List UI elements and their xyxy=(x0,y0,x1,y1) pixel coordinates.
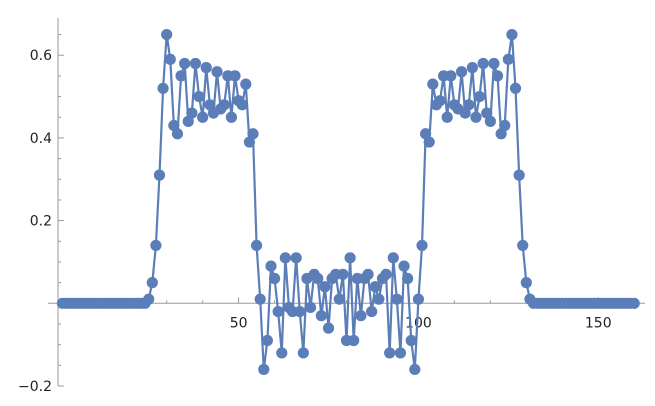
data-point xyxy=(337,268,349,280)
data-point xyxy=(153,169,166,181)
data-point xyxy=(628,297,640,309)
data-point xyxy=(200,62,212,74)
data-point xyxy=(412,293,425,305)
data-point xyxy=(304,301,317,314)
data-point xyxy=(423,136,435,148)
data-point xyxy=(290,252,302,264)
data-point xyxy=(409,363,421,376)
data-point xyxy=(488,57,500,70)
data-point xyxy=(322,322,335,334)
data-point xyxy=(315,310,327,322)
data-point xyxy=(265,260,277,272)
data-point xyxy=(434,95,446,107)
data-point xyxy=(427,78,439,90)
data-point xyxy=(398,260,410,272)
data-point xyxy=(254,293,266,305)
data-point xyxy=(268,272,281,285)
data-point xyxy=(373,293,385,305)
data-point xyxy=(402,272,414,285)
x-tick-label: 100 xyxy=(405,315,432,331)
data-point xyxy=(179,57,191,70)
data-point xyxy=(276,347,288,359)
data-point xyxy=(279,252,291,264)
data-point xyxy=(506,28,518,41)
data-point xyxy=(157,82,169,94)
data-point xyxy=(189,57,202,70)
data-point xyxy=(484,115,496,127)
data-point xyxy=(319,281,331,293)
data-point xyxy=(247,128,259,140)
data-point xyxy=(405,334,417,347)
y-tick-label: 0.2 xyxy=(30,214,52,230)
data-point xyxy=(229,70,241,82)
data-point xyxy=(197,111,209,123)
data-point xyxy=(294,305,306,318)
data-point xyxy=(164,53,176,65)
data-point xyxy=(143,293,155,305)
data-point xyxy=(186,107,198,119)
data-point xyxy=(491,70,504,82)
data-point xyxy=(193,90,205,103)
data-point xyxy=(509,82,522,94)
data-point xyxy=(466,62,478,74)
y-tick-label: 0.4 xyxy=(30,131,52,147)
data-point xyxy=(258,363,270,376)
y-tick-label: −0.2 xyxy=(18,379,52,395)
series-line xyxy=(62,33,635,371)
data-point xyxy=(391,293,403,305)
data-point xyxy=(348,334,360,347)
data-point xyxy=(520,277,532,289)
x-tick-label: 150 xyxy=(585,315,612,331)
data-point xyxy=(394,347,407,359)
data-point xyxy=(384,347,396,359)
data-point xyxy=(445,70,457,82)
data-point xyxy=(369,281,381,293)
data-point xyxy=(236,99,248,111)
data-point xyxy=(355,310,367,322)
x-tick-label: 50 xyxy=(230,315,248,331)
data-point xyxy=(513,169,525,181)
data-point xyxy=(218,99,230,111)
data-point xyxy=(161,28,173,41)
data-point xyxy=(344,252,356,264)
data-point xyxy=(477,57,489,70)
data-point xyxy=(312,272,324,285)
data-point xyxy=(272,305,284,318)
data-point xyxy=(146,277,158,289)
data-point xyxy=(150,239,162,252)
data-point xyxy=(387,252,399,264)
data-point xyxy=(333,293,345,305)
data-point xyxy=(250,239,263,252)
data-point xyxy=(171,128,184,140)
data-point xyxy=(470,111,482,123)
data-point xyxy=(211,66,223,78)
data-point xyxy=(366,305,378,318)
axes: 50 100 150 −0.2 0.2 0.4 0.6 xyxy=(18,18,645,395)
series-layer xyxy=(56,28,640,376)
data-point xyxy=(225,111,238,123)
data-point xyxy=(175,70,187,82)
data-point xyxy=(297,347,309,359)
data-point xyxy=(380,268,392,280)
data-point xyxy=(499,119,511,132)
data-point xyxy=(455,66,468,78)
data-point xyxy=(502,53,514,65)
data-point xyxy=(463,99,475,111)
data-point xyxy=(441,111,453,123)
y-tick-label: 0.6 xyxy=(30,48,52,64)
data-point xyxy=(261,334,273,347)
data-point xyxy=(517,239,529,252)
data-point xyxy=(416,239,428,252)
data-point xyxy=(473,90,486,103)
data-point xyxy=(362,268,374,280)
data-point xyxy=(240,78,252,90)
